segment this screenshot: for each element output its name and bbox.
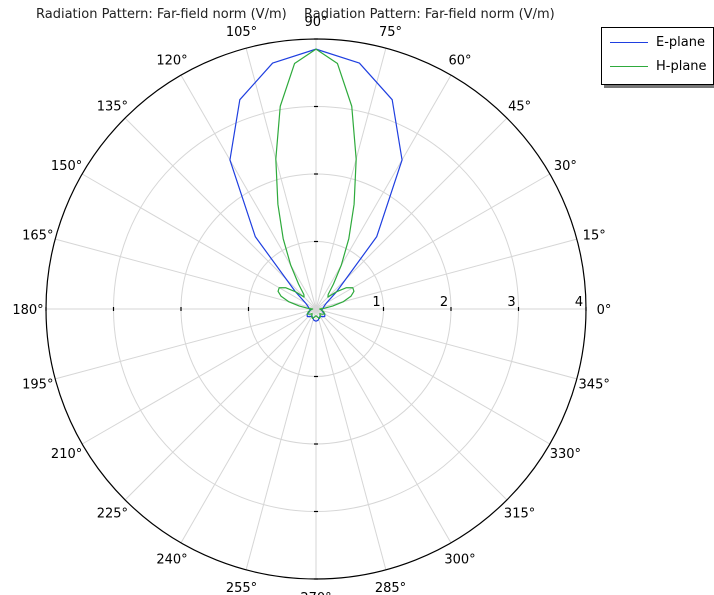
grid-spoke-195: [55, 308, 317, 380]
radial-tick-label-2: 2: [440, 295, 448, 310]
grid-spoke-225: [124, 308, 317, 501]
series-layer: [229, 48, 403, 322]
series-line-h-plane: [275, 48, 357, 320]
radial-tick-label-4: 4: [575, 295, 583, 310]
angle-tick-label-225: 225°: [97, 507, 128, 522]
legend-item-e-plane: E-plane: [610, 32, 705, 52]
grid-spoke-315: [315, 308, 508, 501]
grid-spoke-240: [180, 308, 317, 544]
angle-tick-label-15: 15°: [583, 229, 606, 244]
legend: E-plane H-plane: [601, 27, 714, 85]
angle-tick-label-60: 60°: [448, 54, 471, 69]
angle-tick-label-255: 255°: [226, 581, 257, 595]
grid-spoke-60: [315, 74, 452, 310]
grid-spoke-300: [315, 308, 452, 544]
angle-tick-label-45: 45°: [508, 99, 531, 114]
grid-spoke-105: [245, 48, 317, 310]
grid-spoke-330: [315, 308, 551, 445]
angle-tick-label-90: 90°: [304, 15, 327, 30]
angle-tick-label-165: 165°: [22, 229, 53, 244]
angle-tick-label-105: 105°: [226, 25, 257, 40]
legend-label-h-plane: H-plane: [656, 58, 707, 74]
grid-spoke-285: [315, 308, 387, 570]
angle-tick-label-150: 150°: [51, 159, 82, 174]
angle-tick-label-30: 30°: [554, 159, 577, 174]
angle-tick-label-210: 210°: [51, 447, 82, 462]
angle-tick-label-315: 315°: [504, 507, 535, 522]
angle-tick-label-0: 0°: [597, 303, 612, 318]
angle-tick-label-300: 300°: [444, 552, 475, 567]
grid-spoke-150: [81, 173, 317, 310]
angle-tick-label-270: 270°: [300, 591, 331, 595]
angle-tick-label-240: 240°: [156, 552, 187, 567]
legend-swatch-h-plane: [610, 65, 648, 67]
tick-labels: 0° 15° 30° 45° 60° 75° 90° 105° 120° 135° 150° 165°…: [12, 15, 611, 595]
grid-spoke-75: [315, 48, 387, 310]
polar-grid: [45, 38, 587, 580]
legend-item-h-plane: H-plane: [610, 56, 707, 76]
grid-spoke-120: [180, 74, 317, 310]
legend-swatch-e-plane: [610, 41, 648, 43]
grid-spoke-30: [315, 173, 551, 310]
chart-title: Radiation Pattern: Far-field norm (V/m): [36, 7, 287, 22]
grid-spoke-15: [315, 238, 577, 310]
grid-spoke-210: [81, 308, 317, 445]
grid-spoke-345: [315, 308, 577, 380]
radial-tick-label-3: 3: [507, 295, 515, 310]
angle-tick-label-345: 345°: [579, 378, 610, 393]
chart-title-duplicate: Radiation Pattern: Far-field norm (V/m): [304, 7, 555, 22]
angle-tick-label-330: 330°: [550, 447, 581, 462]
angle-tick-label-120: 120°: [156, 54, 187, 69]
angle-tick-label-195: 195°: [22, 378, 53, 393]
radial-tick-label-1: 1: [372, 295, 380, 310]
angle-tick-label-135: 135°: [97, 99, 128, 114]
grid-spoke-165: [55, 238, 317, 310]
angle-tick-label-180: 180°: [12, 303, 43, 318]
grid-spoke-255: [245, 308, 317, 570]
angle-tick-label-75: 75°: [379, 25, 402, 40]
legend-label-e-plane: E-plane: [656, 34, 705, 50]
angle-tick-label-285: 285°: [375, 581, 406, 595]
